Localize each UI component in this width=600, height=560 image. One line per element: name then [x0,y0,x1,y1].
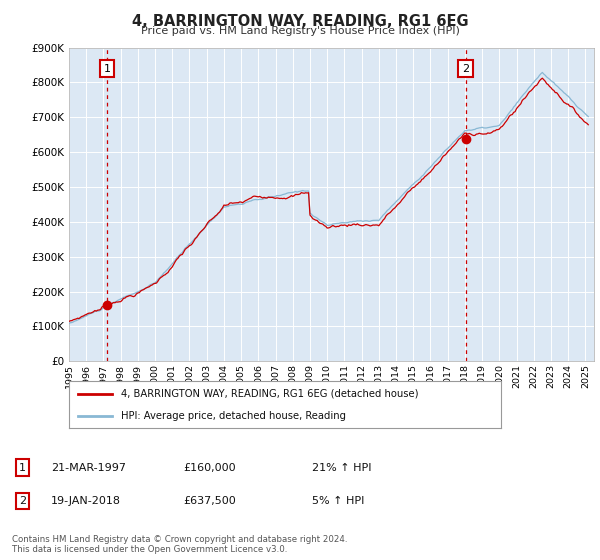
Text: 19-JAN-2018: 19-JAN-2018 [51,496,121,506]
Text: 1: 1 [104,63,110,73]
Text: 4, BARRINGTON WAY, READING, RG1 6EG (detached house): 4, BARRINGTON WAY, READING, RG1 6EG (det… [121,389,418,399]
Text: £160,000: £160,000 [183,463,236,473]
Text: 1: 1 [19,463,26,473]
Text: £637,500: £637,500 [183,496,236,506]
Text: 2: 2 [19,496,26,506]
Text: 4, BARRINGTON WAY, READING, RG1 6EG: 4, BARRINGTON WAY, READING, RG1 6EG [131,14,469,29]
Text: 5% ↑ HPI: 5% ↑ HPI [312,496,364,506]
Text: Contains HM Land Registry data © Crown copyright and database right 2024.
This d: Contains HM Land Registry data © Crown c… [12,535,347,554]
Text: 2: 2 [462,63,469,73]
Text: 21-MAR-1997: 21-MAR-1997 [51,463,126,473]
Text: HPI: Average price, detached house, Reading: HPI: Average price, detached house, Read… [121,410,346,421]
Text: Price paid vs. HM Land Registry's House Price Index (HPI): Price paid vs. HM Land Registry's House … [140,26,460,36]
Text: 21% ↑ HPI: 21% ↑ HPI [312,463,371,473]
